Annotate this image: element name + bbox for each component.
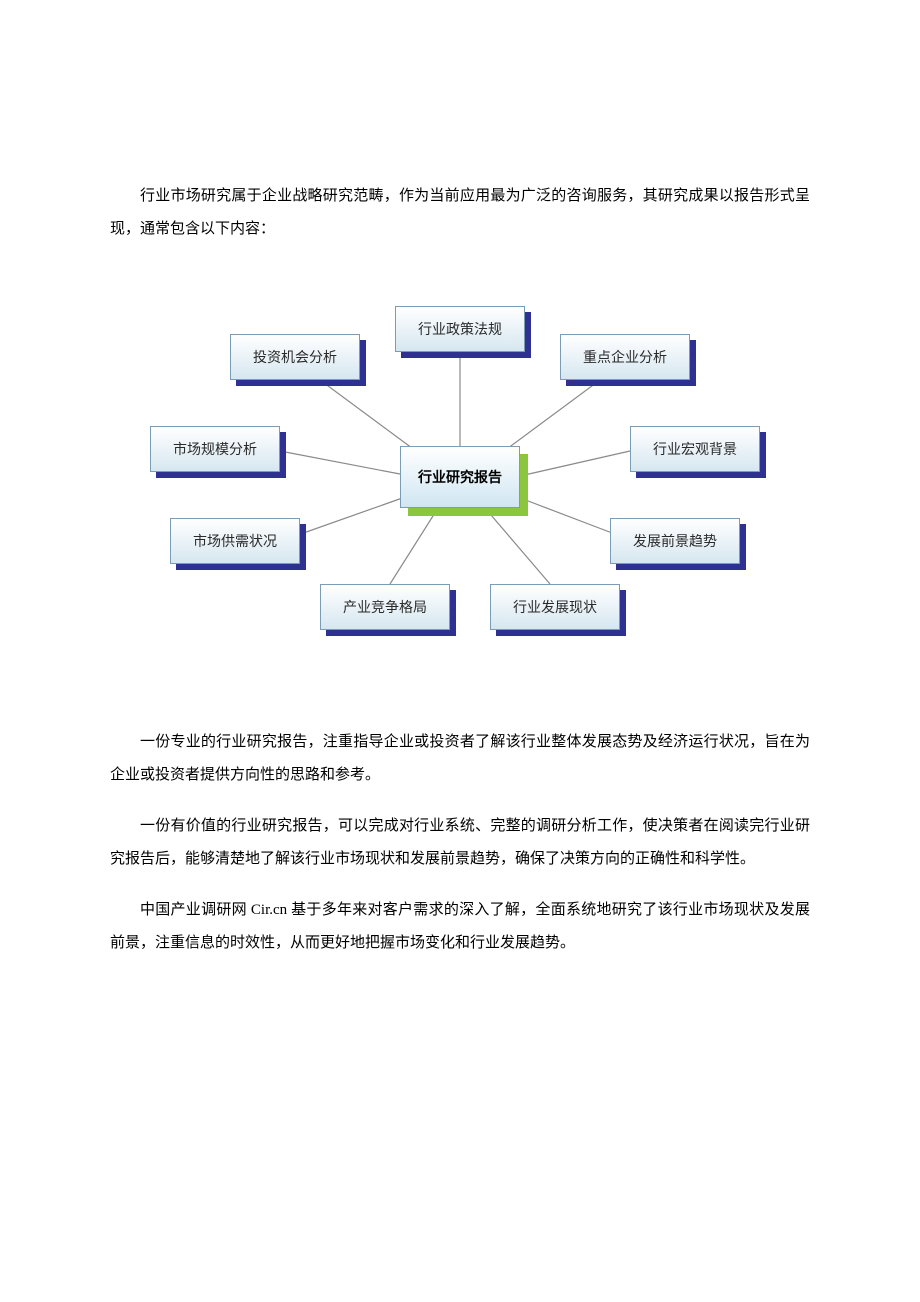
diagram-node-n1: 行业政策法规 — [395, 306, 525, 352]
diagram-center-node: 行业研究报告 — [400, 446, 520, 508]
diagram-node-n9: 投资机会分析 — [230, 334, 360, 380]
diagram-node-n4: 发展前景趋势 — [610, 518, 740, 564]
diagram-node-n7: 市场供需状况 — [170, 518, 300, 564]
body-paragraph-3: 中国产业调研网 Cir.cn 基于多年来对客户需求的深入了解，全面系统地研究了该… — [110, 894, 810, 960]
body-paragraph-2: 一份有价值的行业研究报告，可以完成对行业系统、完整的调研分析工作，使决策者在阅读… — [110, 810, 810, 876]
concept-diagram: 行业政策法规重点企业分析行业宏观背景发展前景趋势行业发展现状产业竞争格局市场供需… — [140, 286, 780, 666]
diagram-node-n2: 重点企业分析 — [560, 334, 690, 380]
diagram-node-n3: 行业宏观背景 — [630, 426, 760, 472]
intro-paragraph: 行业市场研究属于企业战略研究范畴，作为当前应用最为广泛的咨询服务，其研究成果以报… — [110, 180, 810, 246]
diagram-node-n5: 行业发展现状 — [490, 584, 620, 630]
diagram-node-n8: 市场规模分析 — [150, 426, 280, 472]
document-content: 行业市场研究属于企业战略研究范畴，作为当前应用最为广泛的咨询服务，其研究成果以报… — [0, 0, 920, 960]
diagram-node-n6: 产业竞争格局 — [320, 584, 450, 630]
center-node-front: 行业研究报告 — [400, 446, 520, 508]
body-paragraph-1: 一份专业的行业研究报告，注重指导企业或投资者了解该行业整体发展态势及经济运行状况… — [110, 726, 810, 792]
